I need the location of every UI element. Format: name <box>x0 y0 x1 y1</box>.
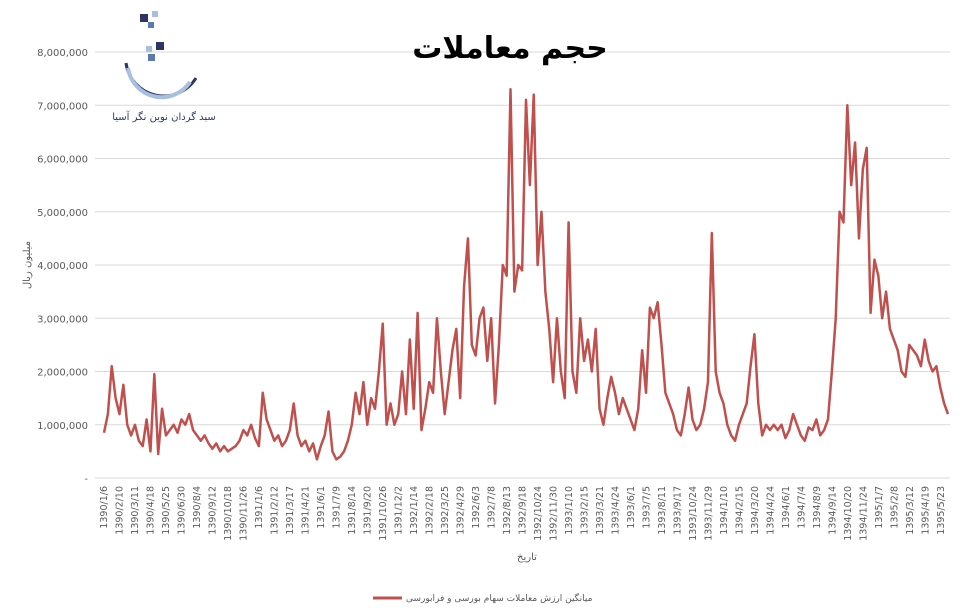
y-tick-label: 1,000,000 <box>37 421 88 432</box>
y-tick-label: 2,000,000 <box>37 368 88 379</box>
y-tick-label: 7,000,000 <box>37 101 88 112</box>
x-tick-label: 1394/1/10 <box>719 486 730 535</box>
y-tick-label: 5,000,000 <box>37 208 88 219</box>
logo-company-name: سبد گردان نوین نگر آسیا <box>112 112 216 123</box>
x-tick-label: 1394/11/24 <box>859 486 870 541</box>
series-line-0 <box>102 88 950 461</box>
x-tick-label: 1395/1/7 <box>874 486 885 529</box>
x-tick-label: 1393/11/29 <box>704 486 715 541</box>
x-tick-label: 1393/3/21 <box>595 486 606 535</box>
logo-arc-inner <box>126 67 192 100</box>
x-tick-label: 1391/1/6 <box>254 486 265 529</box>
x-tick-label: 1394/8/9 <box>812 486 823 529</box>
x-tick-label: 1392/7/8 <box>487 486 498 529</box>
x-tick-label: 1395/5/23 <box>936 486 947 535</box>
x-tick-label: 1392/8/13 <box>502 486 513 535</box>
x-tick-label: 1391/4/21 <box>301 486 312 535</box>
x-tick-label: 1394/6/1 <box>781 486 792 529</box>
y-axis-ticks: - 1,000,000 2,000,000 3,000,000 4,000,000 5,0… <box>37 48 88 485</box>
x-tick-label: 1392/2/18 <box>425 486 436 535</box>
y-tick-label: - <box>84 474 88 485</box>
x-tick-label: 1394/10/20 <box>843 486 854 541</box>
x-tick-label: 1393/8/11 <box>657 486 668 535</box>
company-logo <box>100 8 230 128</box>
x-tick-label: 1393/9/17 <box>673 486 684 535</box>
logo-square-mid <box>148 22 154 28</box>
x-tick-label: 1392/9/18 <box>518 486 529 535</box>
x-tick-label: 1391/2/12 <box>270 486 281 535</box>
x-tick-label: 1393/2/15 <box>580 486 591 535</box>
x-tick-label: 1391/3/17 <box>285 486 296 535</box>
x-tick-label: 1394/9/14 <box>828 486 839 535</box>
x-tick-label: 1390/10/18 <box>223 486 234 541</box>
x-tick-label: 1395/2/8 <box>890 486 901 529</box>
x-tick-label: 1391/6/1 <box>316 486 327 529</box>
x-tick-label: 1391/10/26 <box>378 486 389 541</box>
x-tick-label: 1393/7/5 <box>642 486 653 529</box>
legend-label: میانگین ارزش معاملات سهام بورسی و فرابور… <box>406 592 593 604</box>
x-tick-label: 1394/3/20 <box>750 486 761 535</box>
x-tick-label: 1391/8/14 <box>347 486 358 535</box>
logo-square-light-2 <box>146 46 152 52</box>
chart-title: حجم معاملات <box>412 31 607 66</box>
x-tick-label: 1391/9/20 <box>363 486 374 535</box>
x-tick-label: 1394/4/24 <box>766 486 777 535</box>
x-tick-label: 1390/2/10 <box>115 486 126 535</box>
logo-square-dark <box>140 14 148 22</box>
x-tick-label: 1393/10/24 <box>688 486 699 541</box>
x-tick-label: 1390/3/11 <box>130 486 141 535</box>
y-tick-label: 3,000,000 <box>37 314 88 325</box>
legend: میانگین ارزش معاملات سهام بورسی و فرابور… <box>373 592 593 604</box>
x-tick-label: 1392/1/14 <box>409 486 420 535</box>
x-axis-ticks: 1390/1/6 1390/2/10 1390/3/11 1390/4/18 1390/… <box>99 486 947 541</box>
logo-square-dark-2 <box>156 42 164 50</box>
logo-arc-outer <box>124 62 198 98</box>
x-tick-label: 1390/5/25 <box>161 486 172 535</box>
x-tick-label: 1392/10/24 <box>533 486 544 541</box>
y-tick-label: 8,000,000 <box>37 48 88 59</box>
x-tick-label: 1393/4/24 <box>611 486 622 535</box>
x-tick-label: 1391/7/9 <box>332 486 343 529</box>
x-tick-label: 1393/6/1 <box>626 486 637 529</box>
x-tick-label: 1395/4/19 <box>921 486 932 535</box>
x-tick-label: 1390/9/12 <box>208 486 219 535</box>
x-tick-label: 1392/6/3 <box>471 486 482 529</box>
x-tick-label: 1391/12/2 <box>394 486 405 535</box>
y-axis-label: میلیون ریال <box>22 241 33 289</box>
logo-square-mid-2 <box>148 54 155 61</box>
x-axis-label: تاریخ <box>517 552 537 563</box>
series-lines <box>102 88 950 461</box>
y-tick-label: 4,000,000 <box>37 261 88 272</box>
x-tick-label: 1390/1/6 <box>99 486 110 529</box>
x-tick-label: 1390/6/30 <box>177 486 188 535</box>
x-tick-label: 1392/11/30 <box>549 486 560 541</box>
x-tick-label: 1394/2/15 <box>735 486 746 535</box>
x-tick-label: 1390/11/26 <box>239 486 250 541</box>
logo-square-light <box>152 11 158 17</box>
x-tick-label: 1395/3/12 <box>905 486 916 535</box>
y-tick-label: 6,000,000 <box>37 155 88 166</box>
x-tick-label: 1390/8/4 <box>192 486 203 529</box>
x-tick-label: 1393/1/10 <box>564 486 575 535</box>
x-tick-label: 1394/7/4 <box>797 486 808 529</box>
x-tick-label: 1390/4/18 <box>146 486 157 535</box>
x-tick-label: 1392/3/25 <box>440 486 451 535</box>
x-tick-label: 1392/4/29 <box>456 486 467 535</box>
